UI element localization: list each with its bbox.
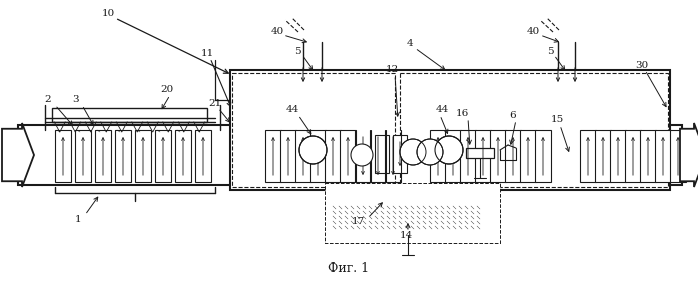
- Bar: [175, 130, 191, 182]
- Bar: [490, 130, 506, 182]
- Bar: [340, 130, 356, 182]
- Circle shape: [351, 144, 373, 166]
- Bar: [55, 130, 71, 182]
- Bar: [230, 70, 670, 190]
- Bar: [265, 130, 281, 182]
- Bar: [330, 200, 485, 235]
- Bar: [393, 135, 407, 173]
- Text: 14: 14: [399, 231, 413, 241]
- Bar: [310, 130, 326, 182]
- Bar: [135, 130, 151, 182]
- Bar: [155, 130, 171, 182]
- Text: 10: 10: [101, 9, 114, 19]
- Text: 5: 5: [294, 47, 300, 55]
- Bar: [430, 130, 446, 182]
- Bar: [520, 130, 536, 182]
- Bar: [325, 130, 341, 182]
- Bar: [445, 130, 461, 182]
- Text: 20: 20: [161, 86, 174, 94]
- Bar: [625, 130, 641, 182]
- Text: 16: 16: [455, 108, 468, 118]
- Circle shape: [299, 136, 327, 164]
- Text: 17: 17: [351, 217, 364, 227]
- Bar: [610, 130, 626, 182]
- Bar: [115, 130, 131, 182]
- Bar: [535, 130, 551, 182]
- Bar: [232, 73, 395, 187]
- Text: 2: 2: [45, 96, 52, 104]
- Text: 40: 40: [270, 27, 283, 35]
- Circle shape: [400, 139, 426, 165]
- Bar: [295, 130, 311, 182]
- Bar: [375, 135, 389, 173]
- Circle shape: [435, 136, 463, 164]
- Bar: [640, 130, 656, 182]
- FancyArrow shape: [680, 123, 698, 187]
- Bar: [280, 130, 296, 182]
- Bar: [18, 125, 682, 185]
- Text: 30: 30: [635, 61, 648, 69]
- Text: 6: 6: [510, 110, 517, 120]
- Text: 12: 12: [385, 65, 399, 74]
- Bar: [195, 130, 211, 182]
- Bar: [595, 130, 611, 182]
- Bar: [580, 130, 596, 182]
- Bar: [95, 130, 111, 182]
- Text: Фиг. 1: Фиг. 1: [329, 261, 369, 275]
- Bar: [655, 130, 671, 182]
- Bar: [505, 130, 521, 182]
- Bar: [475, 130, 491, 182]
- Bar: [75, 130, 91, 182]
- FancyArrow shape: [2, 123, 34, 187]
- Bar: [460, 130, 476, 182]
- Bar: [325, 183, 500, 243]
- Text: 1: 1: [75, 215, 81, 225]
- Text: 11: 11: [200, 49, 214, 57]
- Text: 5: 5: [547, 47, 554, 55]
- Bar: [670, 130, 686, 182]
- Text: 15: 15: [551, 116, 563, 124]
- Text: 40: 40: [526, 27, 540, 35]
- Circle shape: [417, 139, 443, 165]
- Bar: [52, 108, 207, 122]
- Text: 4: 4: [407, 39, 413, 49]
- Text: 21: 21: [209, 98, 222, 108]
- Bar: [400, 73, 668, 187]
- Text: 3: 3: [73, 96, 80, 104]
- Text: 44: 44: [285, 106, 299, 114]
- Bar: [466, 148, 494, 158]
- Text: 44: 44: [436, 106, 449, 114]
